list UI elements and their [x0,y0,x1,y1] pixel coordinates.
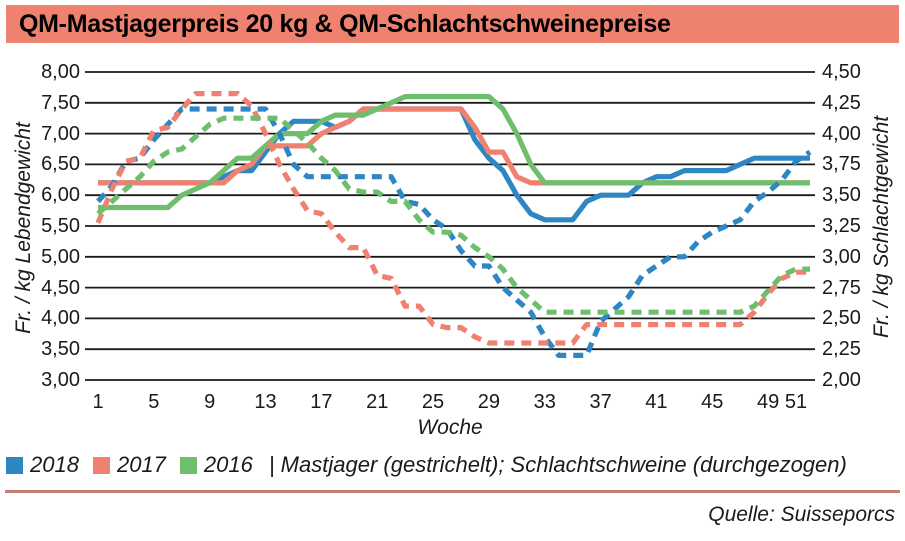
legend-label-2018: 2018 [30,452,79,477]
x-axis-tick: 5 [148,391,160,413]
left-axis-tick: 3,50 [41,338,80,361]
x-axis-tick: 21 [366,391,389,413]
right-axis-tick: 3,75 [822,153,861,176]
right-axis-tick: 4,50 [822,61,861,83]
left-axis-tick: 5,50 [41,215,80,237]
right-axis-tick: 3,50 [822,184,861,207]
x-axis-tick: 49 [756,391,780,413]
source-credit: Quelle: Suisseporcs [708,503,895,526]
legend-swatch-2016 [179,456,197,474]
x-axis-tick: 33 [533,391,556,413]
x-axis-tick: 17 [310,391,333,413]
left-axis-tick: 5,00 [41,245,80,268]
divider-rule [5,490,900,493]
left-axis-tick: 7,00 [41,122,80,145]
x-axis-tick: 29 [477,391,501,413]
right-axis-tick: 2,50 [822,307,861,330]
right-axis-tick: 4,25 [822,91,861,114]
right-axis-tick: 3,25 [822,215,861,237]
left-axis-tick: 6,50 [41,153,80,176]
legend: 2018 2017 2016 | Mastjager (gestrichelt); S… [6,452,847,478]
left-axis-tick: 4,50 [41,276,80,299]
left-axis-tick: 6,00 [41,184,80,207]
legend-label-2017: 2017 [116,452,166,477]
chart-title-bar: QM-Mastjagerpreis 20 kg & QM-Schlachtsch… [6,5,899,43]
left-axis-tick: 3,00 [41,369,80,391]
left-axis-tick: 8,00 [41,61,80,83]
x-axis-tick: 41 [645,391,668,413]
x-axis-title: Woche [417,416,483,439]
x-axis-tick: 9 [204,391,216,413]
right-axis-tick: 3,00 [822,245,861,268]
x-axis-tick: 13 [254,391,277,413]
legend-swatch-2018 [6,456,23,474]
left-axis-tick: 4,00 [41,307,80,330]
right-axis-tick: 4,00 [822,122,861,145]
x-axis-tick: 51 [784,391,808,413]
left-axis-title: Fr. / kg Lebendgewicht [12,122,35,334]
legend-swatch-2017 [92,456,110,474]
legend-note: | Mastjager (gestrichelt); Schlachtschwe… [268,452,847,477]
chart-title: QM-Mastjagerpreis 20 kg & QM-Schlachtsch… [19,10,671,38]
x-axis-tick: 25 [421,391,445,413]
legend-label-2016: 2016 [203,452,253,477]
right-axis-title: Fr. / kg Schlachtgewicht [870,115,893,338]
right-axis-tick: 2,00 [822,369,861,391]
right-axis-tick: 2,75 [822,276,861,299]
x-axis-tick: 45 [701,391,724,413]
x-axis-tick: 1 [92,391,104,413]
x-axis-tick: 37 [589,391,612,413]
left-axis-tick: 7,50 [41,91,80,114]
line-2017-mastjager [95,90,810,346]
right-axis-tick: 2,25 [822,338,861,361]
line-2018-mastjager [96,106,812,358]
line-2016-schlachtschweine [98,93,810,211]
line-2016-mastjager [96,115,810,315]
